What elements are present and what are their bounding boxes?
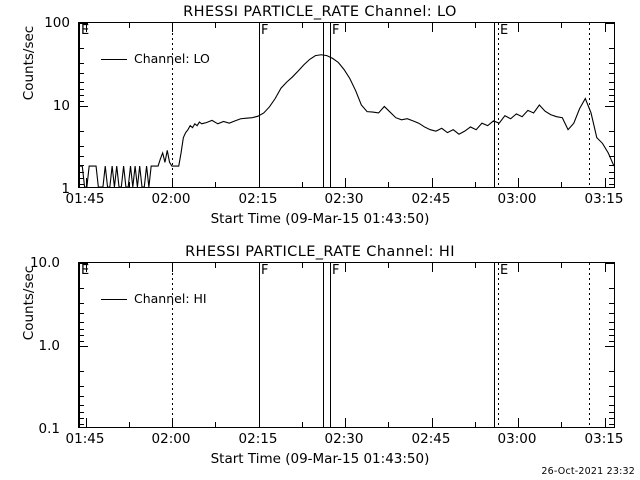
x-tick-label-lo-2: 02:15	[238, 191, 278, 207]
x-tick-label-lo-1: 02:00	[151, 191, 191, 207]
legend-lo: Channel: LO	[101, 51, 210, 66]
data-curve-hi	[79, 263, 614, 427]
x-tick-label-lo-6: 03:15	[584, 191, 624, 207]
panel-title-hi: RHESSI PARTICLE_RATE Channel: HI	[185, 244, 455, 260]
y-tick-label-lo-2: 1	[61, 181, 70, 197]
legend-line-swatch-lo	[101, 59, 127, 60]
event-line-lo-5	[494, 23, 496, 187]
x-tick-label-hi-1: 02:00	[151, 431, 191, 447]
event-line-lo-2	[259, 23, 261, 187]
event-label-hi-4: F	[332, 263, 340, 278]
event-line-hi-0	[79, 263, 81, 427]
event-line-hi-1	[172, 263, 173, 427]
panel-title-lo: RHESSI PARTICLE_RATE Channel: LO	[183, 4, 457, 20]
x-tick-label-lo-3: 02:30	[324, 191, 364, 207]
x-tick-label-hi-5: 03:00	[497, 431, 537, 447]
x-tick-label-hi-2: 02:15	[238, 431, 278, 447]
x-tick-label-hi-0: 01:45	[65, 431, 105, 447]
event-label-hi-6: E	[500, 263, 509, 278]
event-line-lo-4	[330, 23, 332, 187]
y-tick-label-hi-2: 0.1	[38, 421, 60, 437]
legend-label-lo: Channel: LO	[134, 51, 210, 66]
y-tick-label-lo-1: 10	[52, 98, 70, 114]
event-line-hi-2	[259, 263, 261, 427]
y-tick-label-hi-1: 1.0	[38, 338, 60, 354]
x-tick-label-hi-6: 03:15	[584, 431, 624, 447]
event-line-hi-5	[494, 263, 496, 427]
event-line-lo-3	[323, 23, 325, 187]
y-tick-label-lo-0: 100	[44, 15, 70, 31]
x-axis-label-lo: Start Time (09-Mar-15 01:43:50)	[210, 211, 430, 227]
x-tick-label-lo-0: 01:45	[65, 191, 105, 207]
x-tick-label-lo-4: 02:45	[411, 191, 451, 207]
x-tick-label-hi-3: 02:30	[324, 431, 364, 447]
event-label-hi-2: F	[261, 263, 269, 278]
render-timestamp: 26-Oct-2021 23:32	[541, 466, 635, 477]
event-label-lo-2: F	[261, 23, 269, 38]
data-curve-lo	[79, 23, 614, 187]
y-tick-label-hi-0: 10.0	[29, 255, 60, 271]
plot-panel-hi: RHESSI PARTICLE_RATE Channel: HI Counts/…	[0, 240, 640, 480]
event-line-lo-7	[589, 23, 590, 187]
event-label-lo-4: F	[332, 23, 340, 38]
event-line-hi-4	[330, 263, 332, 427]
x-tick-label-lo-5: 03:00	[497, 191, 537, 207]
x-axis-label-hi: Start Time (09-Mar-15 01:43:50)	[210, 451, 430, 467]
event-label-lo-6: E	[500, 23, 509, 38]
legend-line-swatch-hi	[101, 299, 127, 300]
plot-panel-lo: RHESSI PARTICLE_RATE Channel: LO Counts/…	[21, 4, 624, 227]
event-line-hi-7	[589, 263, 590, 427]
event-line-hi-3	[323, 263, 325, 427]
plot-frame-hi: E F F E Channel: HI	[78, 262, 615, 428]
event-line-hi-6	[498, 263, 499, 427]
event-label-lo-0: E	[81, 23, 90, 38]
plot-frame-lo: E F F E Channel: LO	[78, 22, 615, 188]
event-line-lo-1	[172, 23, 173, 187]
event-line-lo-0	[79, 23, 81, 187]
legend-hi: Channel: HI	[101, 291, 207, 306]
event-label-hi-0: E	[81, 263, 90, 278]
event-line-lo-6	[498, 23, 499, 187]
legend-label-hi: Channel: HI	[134, 291, 207, 306]
x-tick-label-hi-4: 02:45	[411, 431, 451, 447]
